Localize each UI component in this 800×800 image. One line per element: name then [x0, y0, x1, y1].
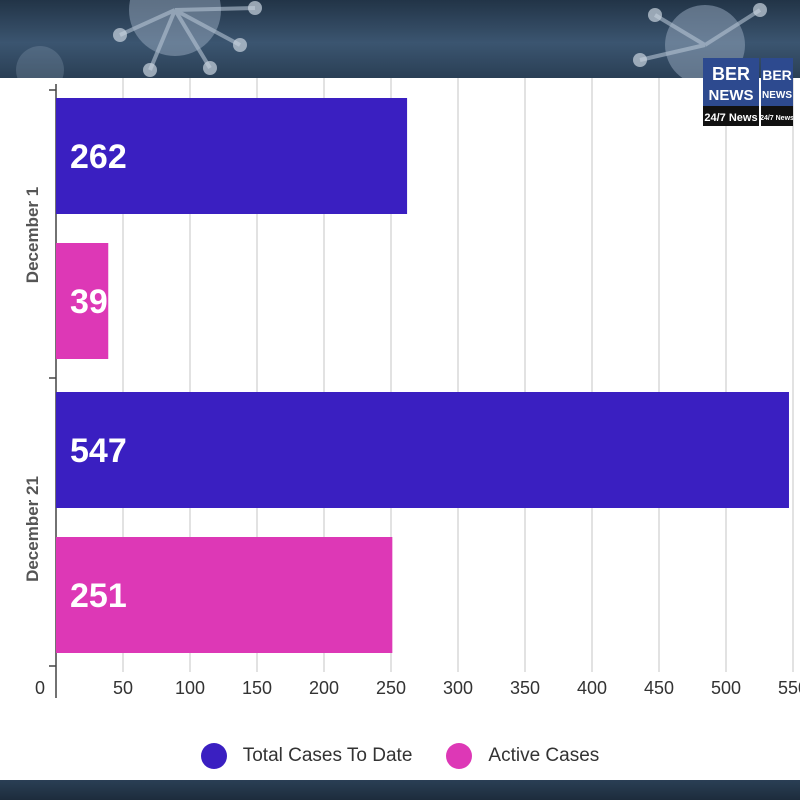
bernews-logo: BER NEWS 24/7 News BER NEWS 24/7 News	[703, 58, 794, 128]
x-tick-label-100: 100	[175, 678, 205, 698]
chart-legend: Total Cases To Date Active Cases	[0, 736, 800, 776]
logo-line2-small: NEWS	[762, 90, 792, 101]
x-tick-label-450: 450	[644, 678, 674, 698]
bar-value-label-active-0: 39	[70, 283, 108, 321]
category-label-1: December 21	[23, 476, 42, 582]
x-tick-label-550: 550	[778, 678, 800, 698]
logo-line3-small: 24/7 News	[760, 115, 793, 122]
category-label-0: December 1	[23, 187, 42, 283]
legend-swatch-total	[200, 743, 227, 769]
bar-active-1	[56, 537, 393, 653]
x-tick-label-0: 0	[35, 678, 45, 698]
x-tick-label-200: 200	[309, 678, 339, 698]
footer-banner	[0, 780, 800, 800]
legend-label-total: Total Cases To Date	[242, 745, 413, 766]
logo-line1: BER	[712, 64, 750, 84]
bar-chart: 0 50 100 150 200 250 300 350 400 450 500 550 262 39 De…	[23, 78, 800, 698]
logo-line1-small: BER	[762, 67, 792, 83]
bar-total-1	[56, 392, 789, 508]
legend-swatch-active	[446, 743, 473, 769]
logo-line3: 24/7 News	[704, 112, 757, 124]
virus-background-image	[16, 0, 767, 78]
x-tick-label-50: 50	[113, 678, 133, 698]
bar-value-label-total-0: 262	[70, 138, 127, 176]
x-tick-label-350: 350	[510, 678, 540, 698]
bar-value-label-total-1: 547	[70, 432, 127, 470]
bernews-logo-image: BER NEWS 24/7 News BER NEWS 24/7 News	[703, 58, 794, 126]
x-tick-label-400: 400	[577, 678, 607, 698]
bar-active-0	[56, 243, 109, 359]
legend-item-total: Total Cases To Date	[200, 743, 413, 769]
legend-label-active: Active Cases	[488, 745, 600, 766]
bar-total-0	[56, 98, 408, 214]
header-banner	[0, 0, 800, 78]
logo-line2: NEWS	[709, 87, 754, 104]
x-tick-label-300: 300	[443, 678, 473, 698]
x-tick-label-500: 500	[711, 678, 741, 698]
legend-item-active: Active Cases	[446, 743, 599, 769]
x-tick-label-150: 150	[242, 678, 272, 698]
x-tick-label-250: 250	[376, 678, 406, 698]
bar-value-label-active-1: 251	[70, 577, 127, 615]
